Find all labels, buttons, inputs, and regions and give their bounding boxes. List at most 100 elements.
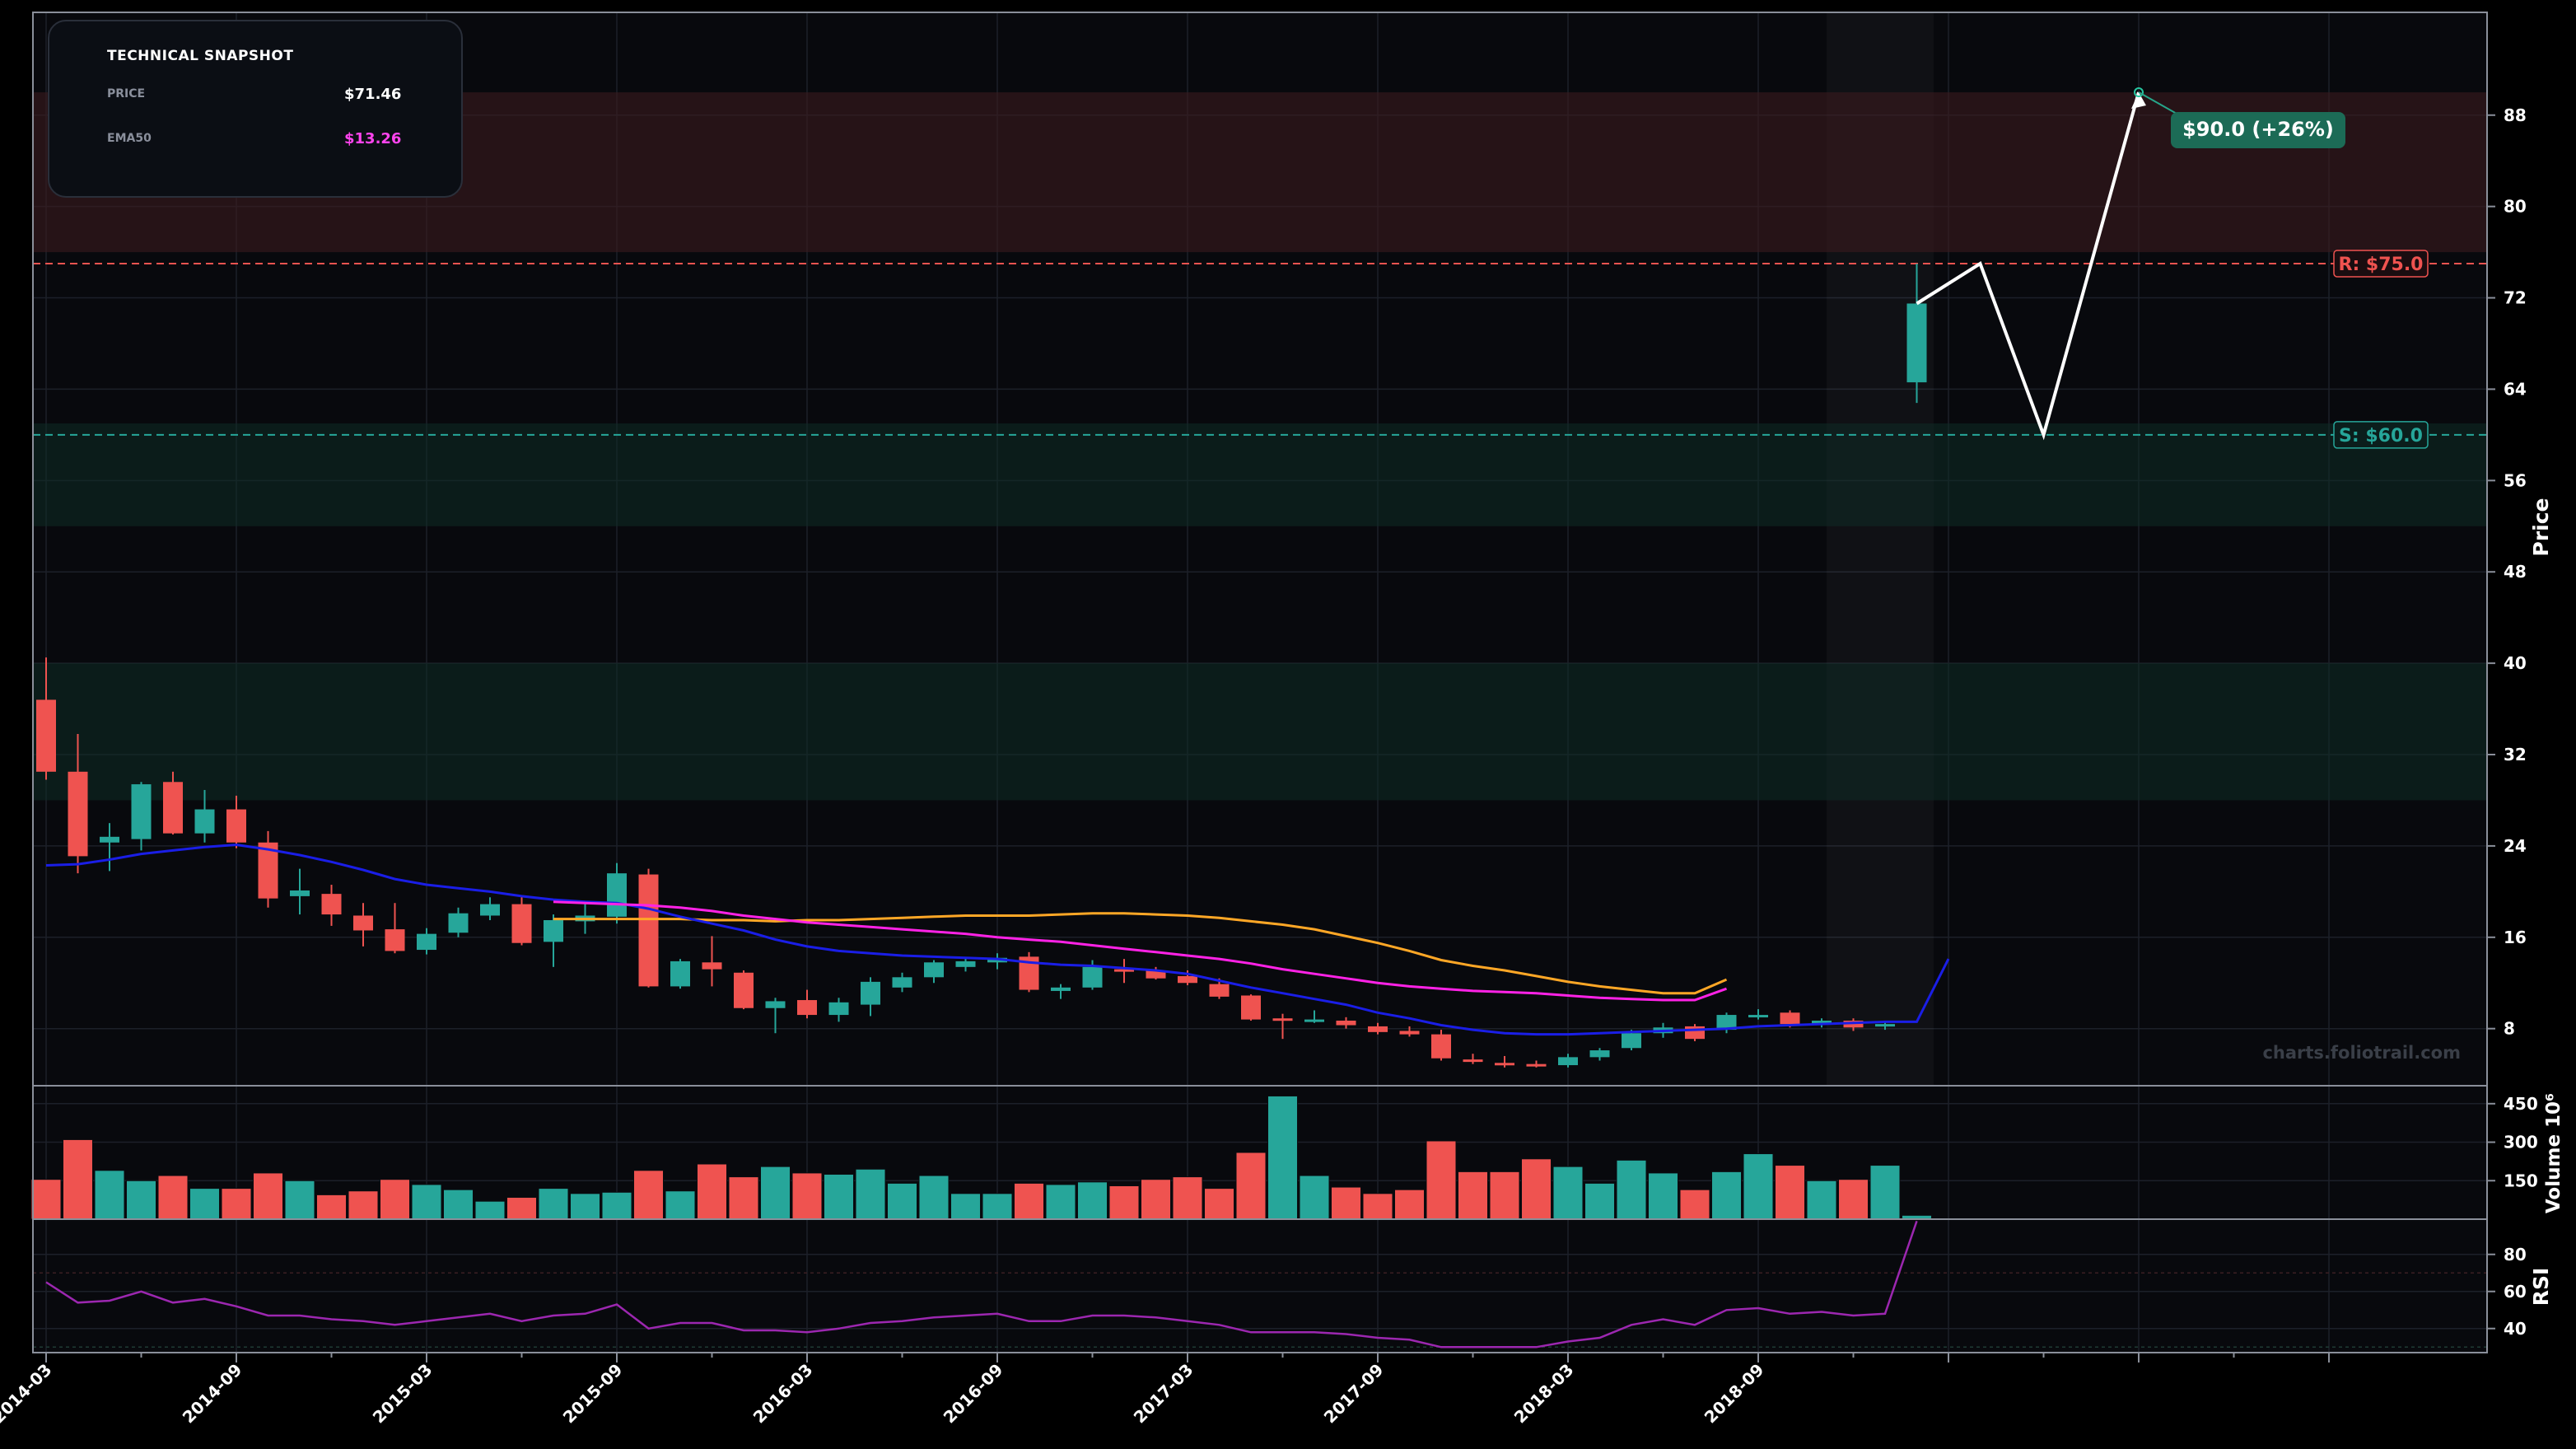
volume-bar — [1838, 1179, 1869, 1220]
volume-bar — [824, 1173, 854, 1220]
price-tick-label: 40 — [2504, 653, 2527, 673]
candle-body — [1685, 1026, 1705, 1040]
candle-body — [163, 782, 183, 834]
candle-body — [68, 771, 88, 857]
rsi-tick-label: 60 — [2504, 1282, 2527, 1302]
volume-bar — [316, 1194, 347, 1220]
candle-body — [734, 972, 754, 1008]
volume-bar — [1426, 1140, 1457, 1220]
volume-bar — [126, 1180, 156, 1220]
price-projection: $90.0 (+26%) — [1916, 87, 2345, 441]
rsi-axis-label: RSI — [2529, 1268, 2553, 1306]
candle-body — [1146, 970, 1166, 979]
volume-bar — [855, 1168, 886, 1220]
volume-bar — [1331, 1186, 1361, 1220]
price-tick-label: 72 — [2504, 288, 2527, 308]
moving-averages — [45, 843, 1950, 1036]
volume-bar — [1014, 1182, 1044, 1220]
candle-body — [290, 890, 310, 896]
support-zone — [33, 663, 2487, 801]
resistance-label-box — [2333, 250, 2429, 278]
candle-body — [1495, 1063, 1514, 1066]
projection-path — [1916, 91, 2140, 441]
volume-axis-label: Volume 10⁶ — [2543, 1093, 2564, 1213]
candle-body — [765, 1001, 786, 1008]
volume-bar — [665, 1190, 696, 1220]
snapshot-title: TECHNICAL SNAPSHOT — [107, 48, 294, 64]
moving-average-orange — [553, 912, 1728, 995]
candle-body — [131, 784, 152, 839]
volume-bar — [1362, 1193, 1393, 1220]
target-marker — [2134, 87, 2144, 98]
price-tick-label: 16 — [2504, 928, 2527, 947]
candle-body — [1209, 984, 1230, 997]
price-tick-label: 64 — [2504, 379, 2527, 399]
candle-body — [321, 894, 342, 915]
price-tick-label: 24 — [2504, 836, 2527, 856]
candle-body — [417, 933, 436, 951]
support-label-box — [2333, 421, 2429, 449]
price-value: $71.46 — [344, 86, 402, 103]
candle-body — [511, 904, 532, 943]
candle-body — [1082, 966, 1103, 988]
candle-body — [448, 913, 469, 933]
volume-bar — [506, 1197, 537, 1220]
candle-body — [1241, 995, 1261, 1020]
volume-tick-label: 300 — [2504, 1133, 2538, 1152]
volume-bar — [538, 1188, 569, 1220]
price-tick-label: 8 — [2504, 1019, 2515, 1039]
price-axis-label: Price — [2529, 498, 2553, 557]
candle-body — [955, 961, 976, 967]
volume-bar — [1458, 1171, 1488, 1220]
candle-body — [1875, 1024, 1895, 1027]
rsi-panel-background — [33, 1219, 2487, 1353]
candle-body — [1368, 1026, 1388, 1032]
price-tick-label: 56 — [2504, 470, 2527, 490]
candle-body — [226, 809, 246, 843]
candle-body — [638, 874, 659, 987]
target-label: $90.0 (+26%) — [2182, 118, 2334, 141]
volume-bar — [348, 1190, 379, 1220]
candle-body — [100, 836, 119, 843]
volume-bar — [1204, 1188, 1234, 1220]
volume-bar — [1806, 1180, 1837, 1220]
volume-bar — [221, 1188, 252, 1220]
candle-body — [828, 1002, 849, 1016]
candle-body — [480, 904, 500, 916]
volume-bar — [474, 1200, 506, 1220]
candle-body — [892, 977, 912, 988]
rsi-tick-label: 40 — [2504, 1319, 2527, 1339]
volume-bar — [1521, 1158, 1552, 1220]
rsi-panel-frame — [32, 1218, 2488, 1353]
volume-bar — [1299, 1175, 1330, 1220]
volume-bar — [950, 1193, 981, 1220]
candle-body — [1558, 1057, 1578, 1066]
candle-body — [861, 981, 880, 1005]
volume-bar — [411, 1184, 442, 1220]
volume-bar — [791, 1172, 823, 1220]
volume-bar — [982, 1193, 1013, 1220]
candle-body — [353, 915, 373, 931]
volume-bar — [157, 1175, 189, 1220]
candle-body — [670, 961, 690, 987]
volume-bar — [887, 1182, 917, 1220]
candle-body — [607, 873, 627, 917]
candle-body — [1304, 1019, 1324, 1022]
candle-body — [1051, 987, 1071, 991]
candle-body — [1114, 969, 1134, 972]
volume-bar — [918, 1175, 950, 1220]
volume-bar — [1141, 1179, 1171, 1220]
volume-bar — [1489, 1171, 1520, 1220]
volume-bar — [1108, 1185, 1140, 1220]
volume-bar — [1235, 1152, 1267, 1220]
candle-body — [194, 809, 215, 834]
volume-bar — [284, 1180, 315, 1220]
volume-bar — [1648, 1172, 1678, 1220]
projection-arrowhead — [2131, 92, 2146, 110]
candle-body — [1431, 1034, 1451, 1059]
volume-bar — [1616, 1159, 1647, 1220]
ema-value: $13.26 — [344, 130, 402, 147]
volume-tick-label: 450 — [2504, 1094, 2538, 1114]
ema-label: EMA50 — [107, 132, 152, 145]
